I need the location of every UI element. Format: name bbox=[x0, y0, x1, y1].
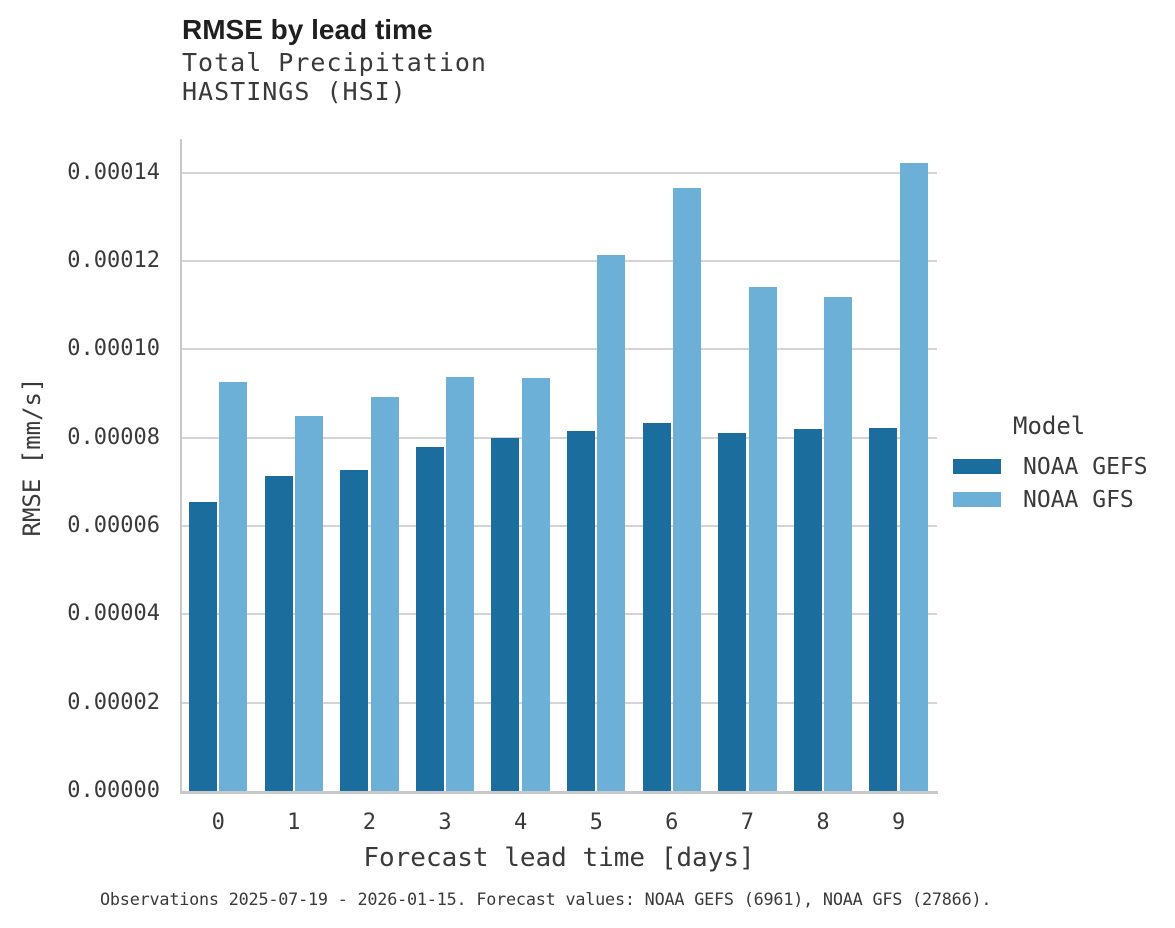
chart-subtitle-variable: Total Precipitation bbox=[182, 48, 487, 77]
legend-label: NOAA GEFS bbox=[1023, 453, 1148, 480]
y-tick-label: 0.00010 bbox=[67, 336, 160, 362]
gridline-y-0.00012 bbox=[181, 259, 937, 262]
x-tick-label-1: 1 bbox=[287, 810, 301, 835]
legend-swatch bbox=[953, 492, 1001, 507]
x-tick-label-6: 6 bbox=[665, 810, 679, 835]
bar-noaa-gefs-day-7 bbox=[718, 432, 747, 791]
bar-noaa-gfs-day-4 bbox=[521, 377, 550, 791]
y-tick-label: 0.00008 bbox=[67, 424, 160, 450]
x-tick-label-7: 7 bbox=[740, 810, 755, 835]
y-tick-label: 0.00014 bbox=[67, 159, 160, 185]
bar-noaa-gefs-day-6 bbox=[642, 423, 671, 791]
bar-noaa-gefs-day-0 bbox=[189, 502, 217, 791]
legend-label: NOAA GFS bbox=[1023, 486, 1134, 513]
gridline-y-0.00014 bbox=[181, 171, 937, 174]
y-tick-label: 0.00000 bbox=[67, 778, 160, 803]
bar-noaa-gefs-day-2 bbox=[340, 470, 369, 791]
bar-noaa-gefs-day-9 bbox=[869, 427, 898, 791]
x-axis-label: Forecast lead time [days] bbox=[363, 843, 755, 873]
x-tick-label-0: 0 bbox=[211, 810, 225, 835]
chart-title: RMSE by lead time bbox=[182, 14, 433, 45]
plot-area bbox=[181, 139, 937, 791]
x-tick-label-3: 3 bbox=[438, 810, 452, 835]
bar-noaa-gfs-day-7 bbox=[748, 287, 777, 791]
y-tick-label: 0.00004 bbox=[67, 601, 160, 627]
y-tick-label: 0.00006 bbox=[67, 512, 160, 538]
legend-title: Model bbox=[1013, 412, 1086, 440]
legend-swatch bbox=[953, 459, 1001, 474]
x-tick-label-5: 5 bbox=[589, 810, 603, 835]
x-tick-label-8: 8 bbox=[816, 810, 830, 835]
gridline-y-0.00008 bbox=[181, 436, 937, 439]
bar-noaa-gfs-day-9 bbox=[899, 162, 928, 791]
bar-noaa-gefs-day-1 bbox=[264, 476, 293, 791]
legend-item-noaa-gefs: NOAA GEFS bbox=[953, 450, 1175, 483]
bar-noaa-gfs-day-1 bbox=[295, 415, 323, 791]
gridline-y-0.00010 bbox=[181, 348, 937, 351]
gridline-y-0.00002 bbox=[181, 701, 937, 704]
chart-subtitle-station: HASTINGS (HSI) bbox=[182, 77, 407, 106]
bar-noaa-gfs-day-3 bbox=[446, 376, 475, 791]
y-axis-spine bbox=[180, 139, 182, 794]
legend: Model NOAA GEFS NOAA GFS bbox=[953, 412, 1175, 516]
bar-noaa-gfs-day-6 bbox=[673, 187, 701, 791]
caption: Observations 2025-07-19 - 2026-01-15. Fo… bbox=[100, 889, 992, 909]
bar-noaa-gfs-day-8 bbox=[824, 297, 853, 791]
bar-noaa-gfs-day-5 bbox=[597, 255, 626, 791]
gridline-y-0.00006 bbox=[181, 524, 937, 527]
x-axis-spine bbox=[180, 791, 938, 794]
y-tick-label: 0.00002 bbox=[67, 689, 160, 715]
x-tick-label-9: 9 bbox=[891, 810, 906, 835]
bar-noaa-gefs-day-4 bbox=[491, 438, 520, 791]
bar-noaa-gefs-day-3 bbox=[415, 447, 444, 791]
legend-item-noaa-gfs: NOAA GFS bbox=[953, 483, 1175, 516]
gridline-y-0.00004 bbox=[181, 613, 937, 616]
x-tick-label-2: 2 bbox=[362, 810, 377, 835]
bar-noaa-gfs-day-0 bbox=[219, 381, 248, 791]
bar-noaa-gfs-day-2 bbox=[370, 397, 399, 791]
bar-noaa-gefs-day-8 bbox=[793, 429, 822, 791]
y-tick-label: 0.00012 bbox=[67, 247, 160, 273]
x-tick-label-4: 4 bbox=[513, 810, 528, 835]
bar-noaa-gefs-day-5 bbox=[567, 430, 595, 791]
y-axis-label: RMSE [mm/s] bbox=[18, 377, 46, 537]
